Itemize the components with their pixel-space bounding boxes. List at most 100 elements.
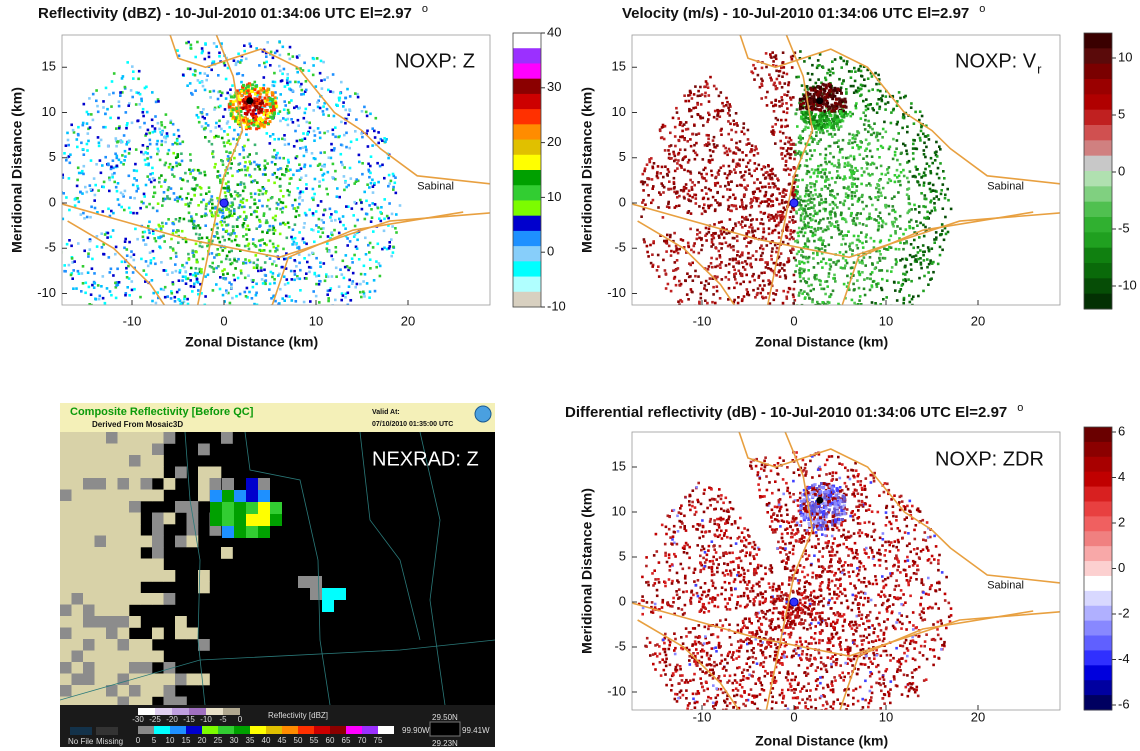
radar-gate bbox=[279, 157, 282, 160]
radar-gate bbox=[234, 190, 237, 193]
radar-gate bbox=[865, 240, 868, 243]
radar-gate bbox=[98, 145, 101, 148]
radar-gate bbox=[747, 252, 750, 255]
radar-gate bbox=[693, 245, 696, 248]
radar-gate bbox=[231, 240, 234, 243]
radar-gate bbox=[867, 104, 870, 107]
radar-gate bbox=[115, 137, 118, 140]
radar-gate bbox=[831, 60, 834, 63]
radar-gate bbox=[387, 157, 390, 160]
radar-gate bbox=[698, 205, 701, 208]
radar-gate bbox=[147, 163, 150, 166]
radar-gate bbox=[282, 195, 285, 198]
radar-gate bbox=[730, 129, 733, 132]
radar-gate bbox=[821, 243, 824, 246]
storm-gate bbox=[272, 93, 275, 96]
radar-gate bbox=[151, 119, 154, 122]
radar-gate bbox=[117, 182, 120, 185]
radar-gate bbox=[112, 159, 115, 162]
radar-gate bbox=[219, 179, 222, 182]
radar-gate bbox=[813, 240, 816, 243]
radar-gate bbox=[752, 234, 755, 237]
storm-gate bbox=[272, 102, 275, 105]
radar-gate bbox=[670, 290, 673, 293]
radar-gate bbox=[696, 238, 699, 241]
radar-gate bbox=[251, 297, 254, 300]
radar-gate bbox=[829, 74, 832, 77]
radar-gate bbox=[311, 252, 314, 255]
radar-gate bbox=[343, 189, 346, 192]
radar-gate bbox=[763, 284, 766, 287]
radar-gate bbox=[745, 165, 748, 168]
radar-gate bbox=[704, 210, 707, 213]
radar-gate bbox=[792, 293, 795, 296]
radar-gate bbox=[745, 154, 748, 157]
radar-gate bbox=[170, 187, 173, 190]
radar-gate bbox=[222, 228, 225, 231]
radar-gate bbox=[707, 112, 710, 115]
radar-gate bbox=[787, 260, 790, 263]
radar-gate bbox=[364, 273, 367, 276]
radar-gate bbox=[719, 185, 722, 188]
radar-gate bbox=[334, 170, 337, 173]
radar-gate bbox=[284, 85, 287, 88]
storm-gate bbox=[254, 85, 257, 88]
radar-gate bbox=[894, 174, 897, 177]
radar-gate bbox=[920, 267, 923, 270]
radar-gate bbox=[213, 42, 216, 45]
radar-gate bbox=[273, 282, 276, 285]
radar-gate bbox=[698, 132, 701, 135]
radar-gate bbox=[755, 197, 758, 200]
radar-gate bbox=[774, 123, 777, 126]
radar-gate bbox=[308, 122, 311, 125]
radar-gate bbox=[113, 181, 116, 184]
radar-gate bbox=[210, 309, 213, 312]
radar-gate bbox=[881, 224, 884, 227]
radar-gate bbox=[698, 301, 701, 304]
storm-gate bbox=[272, 108, 275, 111]
radar-gate bbox=[926, 162, 929, 165]
radar-gate bbox=[205, 309, 208, 312]
radar-gate bbox=[923, 182, 926, 185]
radar-gate bbox=[844, 162, 847, 165]
radar-gate bbox=[855, 102, 858, 105]
radar-gate bbox=[151, 279, 154, 282]
radar-gate bbox=[691, 181, 694, 184]
radar-gate bbox=[182, 74, 185, 77]
radar-gate bbox=[796, 108, 799, 111]
radar-gate bbox=[822, 168, 825, 171]
radar-gate bbox=[203, 117, 206, 120]
radar-gate bbox=[656, 172, 659, 175]
radar-gate bbox=[344, 109, 347, 112]
radar-gate bbox=[126, 122, 129, 125]
radar-gate bbox=[268, 288, 271, 291]
radar-gate bbox=[153, 186, 156, 189]
radar-gate bbox=[202, 312, 205, 315]
radar-gate bbox=[285, 295, 288, 298]
radar-gate bbox=[90, 206, 93, 209]
radar-gate bbox=[786, 125, 789, 128]
radar-gate bbox=[254, 81, 257, 84]
radar-gate bbox=[830, 133, 833, 136]
radar-gate bbox=[308, 69, 311, 72]
radar-gate bbox=[129, 211, 132, 214]
radar-gate bbox=[314, 134, 317, 137]
radar-gate bbox=[946, 188, 949, 191]
radar-gate bbox=[810, 186, 813, 189]
radar-gate bbox=[369, 290, 372, 293]
radar-gate bbox=[192, 222, 195, 225]
radar-gate bbox=[209, 96, 212, 99]
radar-gate bbox=[782, 51, 785, 54]
radar-gate bbox=[877, 195, 880, 198]
radar-gate bbox=[294, 81, 297, 84]
radar-gate bbox=[790, 148, 793, 151]
radar-gate bbox=[684, 280, 687, 283]
radar-gate bbox=[930, 199, 933, 202]
radar-gate bbox=[754, 145, 757, 148]
radar-gate bbox=[247, 244, 250, 247]
radar-gate bbox=[211, 262, 214, 265]
radar-gate bbox=[734, 197, 737, 200]
radar-gate bbox=[256, 267, 259, 270]
radar-gate bbox=[243, 145, 246, 148]
radar-gate bbox=[732, 245, 735, 248]
